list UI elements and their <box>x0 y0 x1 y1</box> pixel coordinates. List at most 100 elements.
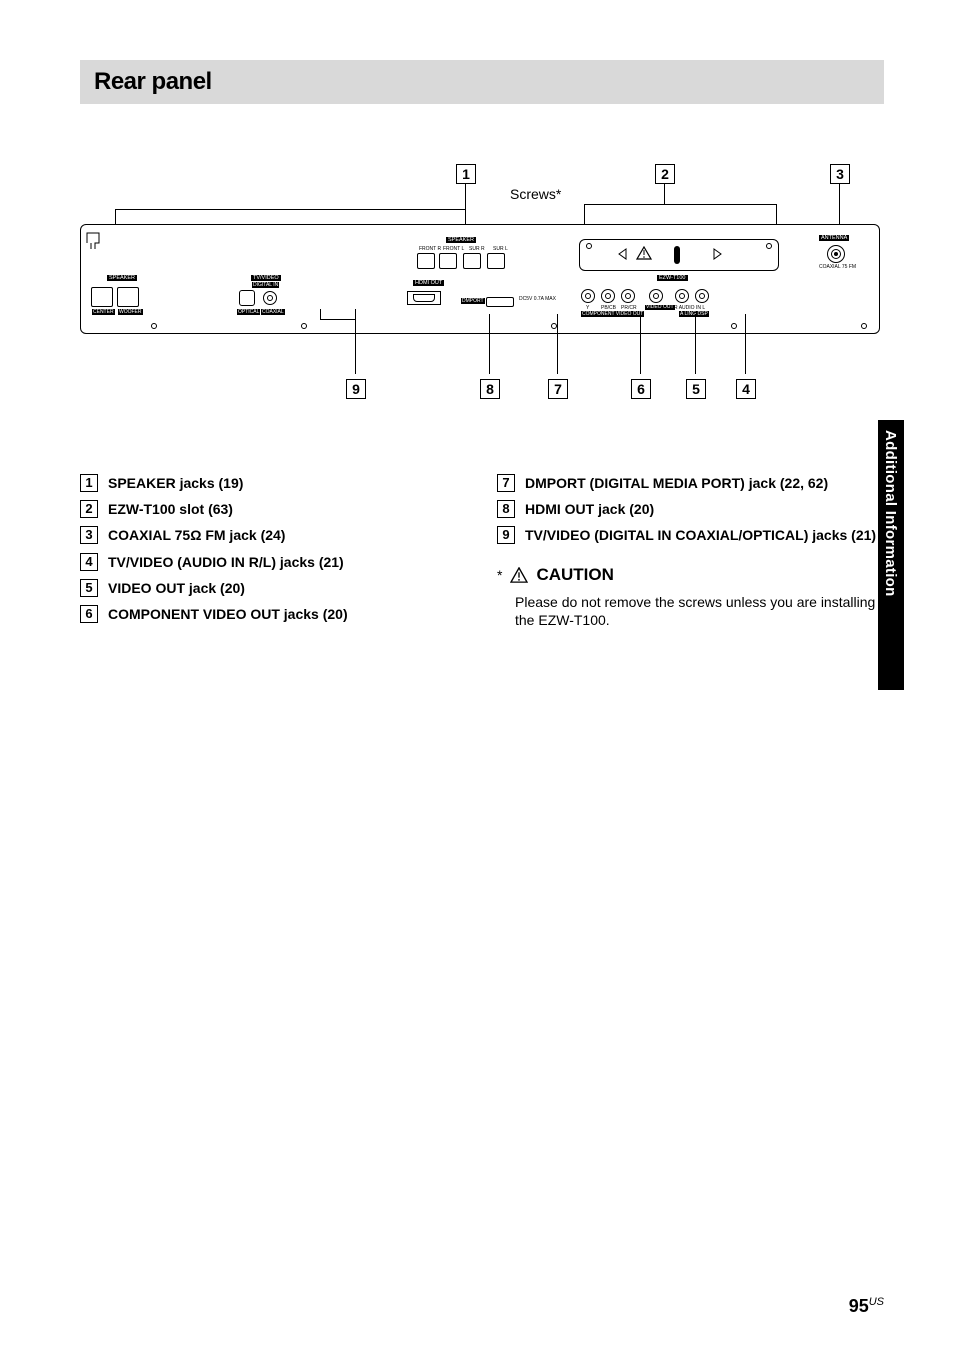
legend-text: EZW-T100 slot (63) <box>108 500 233 518</box>
caution-asterisk: * <box>497 567 502 583</box>
legend-num: 4 <box>80 553 98 571</box>
warning-triangle-icon <box>510 567 528 583</box>
legend-num: 5 <box>80 579 98 597</box>
caution-heading: * CAUTION <box>497 565 884 585</box>
page-suffix: US <box>869 1296 884 1308</box>
page-num: 95 <box>849 1296 869 1316</box>
jack-label: SUR L <box>493 246 508 252</box>
legend-text: DMPORT (DIGITAL MEDIA PORT) jack (22, 62… <box>525 474 828 492</box>
dmport-jack <box>486 297 514 307</box>
callout-line <box>745 314 746 374</box>
power-cord-icon <box>85 229 115 253</box>
left-arrow-icon <box>616 247 630 261</box>
legend-num: 1 <box>80 474 98 492</box>
antenna-label: ANTENNA <box>819 235 849 241</box>
speaker-label-bottom: SPEAKER <box>107 275 137 281</box>
page-number: 95US <box>849 1296 884 1317</box>
caution-title: CAUTION <box>536 565 613 585</box>
side-tab-label: Additional Information <box>882 430 899 597</box>
callout-9: 9 <box>346 379 366 399</box>
ezw-slot <box>579 239 779 271</box>
callout-line <box>320 309 321 319</box>
speaker-jack <box>487 253 505 269</box>
callout-4: 4 <box>736 379 756 399</box>
legend-text: TV/VIDEO (AUDIO IN R/L) jacks (21) <box>108 553 344 571</box>
speaker-jack <box>417 253 435 269</box>
jack-label: FRONT L <box>443 246 464 252</box>
speaker-jack-woofer <box>117 287 139 307</box>
callout-line <box>584 204 585 226</box>
screws-label: Screws* <box>510 186 561 202</box>
ezw-label: EZW-T100 <box>657 275 688 281</box>
legend-item: 1 SPEAKER jacks (19) <box>80 474 467 492</box>
legend-item: 4 TV/VIDEO (AUDIO IN R/L) jacks (21) <box>80 553 467 571</box>
coaxial-label: COAXIAL <box>261 309 285 315</box>
hdmi-label: HDMI OUT <box>413 280 444 286</box>
speaker-label: SPEAKER <box>446 237 476 243</box>
legend-right-col: 7 DMPORT (DIGITAL MEDIA PORT) jack (22, … <box>497 474 884 631</box>
callout-line <box>115 209 465 210</box>
legend-text: HDMI OUT jack (20) <box>525 500 654 518</box>
callout-1: 1 <box>456 164 476 184</box>
callout-line <box>489 314 490 374</box>
rear-panel-diagram: 1 2 3 Screws* SPEAKER FRONT R FRONT L SU… <box>80 164 884 444</box>
caution-triangle-icon <box>636 246 652 260</box>
center-label: CENTER <box>92 309 115 315</box>
callout-line <box>320 319 355 320</box>
woofer-label: WOOFER <box>118 309 143 315</box>
callout-5: 5 <box>686 379 706 399</box>
legend-item: 7 DMPORT (DIGITAL MEDIA PORT) jack (22, … <box>497 474 884 492</box>
legend-text: COMPONENT VIDEO OUT jacks (20) <box>108 605 348 623</box>
legend-item: 3 COAXIAL 75Ω FM jack (24) <box>80 526 467 544</box>
section-header: Rear panel <box>80 60 884 104</box>
optical-jack <box>239 290 255 306</box>
jack-label: SUR R <box>469 246 485 252</box>
videoout-label: VIDEO OUT <box>645 305 675 310</box>
callout-line <box>776 204 777 226</box>
legend-columns: 1 SPEAKER jacks (19) 2 EZW-T100 slot (63… <box>80 474 884 631</box>
hdmi-jack <box>407 291 441 305</box>
callout-line <box>584 204 776 205</box>
dmport-label: DMPORT <box>461 298 485 304</box>
callout-7: 7 <box>548 379 568 399</box>
coaxial-jack <box>263 291 277 305</box>
legend-num: 3 <box>80 526 98 544</box>
legend-item: 8 HDMI OUT jack (20) <box>497 500 884 518</box>
audio-l-jack <box>695 289 709 303</box>
callout-2: 2 <box>655 164 675 184</box>
callout-line <box>465 184 466 209</box>
callout-line <box>664 184 665 204</box>
pr-jack <box>621 289 635 303</box>
legend-num: 2 <box>80 500 98 518</box>
callout-line <box>355 319 356 374</box>
jack-label: FRONT R <box>419 246 441 252</box>
speaker-jack-center <box>91 287 113 307</box>
legend-item: 9 TV/VIDEO (DIGITAL IN COAXIAL/OPTICAL) … <box>497 526 884 544</box>
audio-r-jack <box>675 289 689 303</box>
legend-num: 7 <box>497 474 515 492</box>
legend-text: COAXIAL 75Ω FM jack (24) <box>108 526 285 544</box>
legend-item: 2 EZW-T100 slot (63) <box>80 500 467 518</box>
caution-body: Please do not remove the screws unless y… <box>497 593 884 631</box>
callout-line <box>695 314 696 374</box>
antenna-coax-label: COAXIAL 75 FM <box>819 265 856 270</box>
legend-num: 6 <box>80 605 98 623</box>
antenna-jack <box>827 245 845 263</box>
alingdsp-label: A LING DSP <box>679 311 709 317</box>
legend-left-col: 1 SPEAKER jacks (19) 2 EZW-T100 slot (63… <box>80 474 467 631</box>
legend-text: TV/VIDEO (DIGITAL IN COAXIAL/OPTICAL) ja… <box>525 526 876 544</box>
legend-text: VIDEO OUT jack (20) <box>108 579 245 597</box>
dc5v-label: DC5V 0.7A MAX <box>519 297 556 302</box>
pb-jack <box>601 289 615 303</box>
video-out-jack <box>649 289 663 303</box>
callout-line <box>640 314 641 374</box>
rear-panel-illustration: SPEAKER FRONT R FRONT L SUR R SUR L SPEA… <box>80 224 880 334</box>
legend-text: SPEAKER jacks (19) <box>108 474 243 492</box>
callout-6: 6 <box>631 379 651 399</box>
callout-line <box>355 309 356 319</box>
component-label: COMPONENT VIDEO OUT <box>581 311 644 317</box>
callout-line <box>557 314 558 374</box>
speaker-jack <box>439 253 457 269</box>
legend-num: 9 <box>497 526 515 544</box>
legend-num: 8 <box>497 500 515 518</box>
